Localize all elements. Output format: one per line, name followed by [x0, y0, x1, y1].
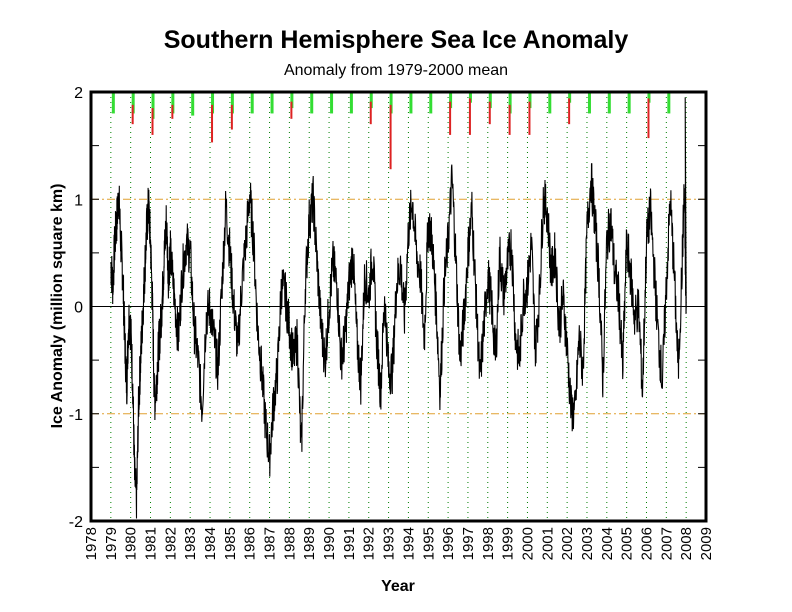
x-tick-label: 1989: [301, 527, 318, 560]
y-tick-label: -1: [69, 407, 83, 424]
marker-green: [607, 92, 611, 114]
marker-green: [627, 92, 631, 114]
x-tick-label: 1999: [500, 527, 517, 560]
x-tick-label: 2001: [539, 527, 556, 560]
y-tick-label: -2: [69, 514, 83, 531]
x-tick-label: 1994: [400, 527, 417, 560]
x-tick-label: 1996: [440, 527, 457, 560]
marker-green: [330, 92, 334, 114]
x-tick-label: 2007: [658, 527, 675, 560]
anomaly-series: [110, 97, 687, 519]
marker-green: [449, 92, 453, 109]
marker-red: [369, 101, 372, 125]
marker-red: [528, 101, 531, 135]
x-tick-label: 2009: [698, 527, 715, 560]
marker-green: [409, 92, 413, 114]
anomaly-line: [110, 97, 687, 519]
marker-green: [191, 92, 195, 116]
reference-lines: [91, 198, 706, 415]
marker-red: [290, 101, 293, 119]
marker-red: [568, 98, 571, 125]
marker-red: [171, 104, 174, 119]
x-axis-ticks: 1978 1979 1980 1981 1982 1983 1984 1985 1986 1987…: [83, 527, 715, 560]
marker-green: [290, 92, 294, 109]
marker-green: [548, 92, 552, 114]
x-tick-label: 1983: [182, 527, 199, 560]
marker-red: [211, 104, 214, 143]
marker-green: [151, 92, 155, 119]
x-tick-label: 1998: [480, 527, 497, 560]
x-tick-label: 2000: [519, 527, 536, 560]
marker-green: [508, 92, 512, 114]
y-axis-ticks: -2 -1 0 1 2: [69, 85, 706, 531]
x-tick-label: 1986: [242, 527, 259, 560]
y-tick-label: 1: [74, 192, 83, 209]
marker-green: [310, 92, 314, 114]
chart-subtitle: Anomaly from 1979-2000 mean: [283, 62, 509, 79]
x-tick-label: 1993: [381, 527, 398, 560]
y-tick-label: 0: [74, 300, 83, 317]
marker-green: [667, 92, 671, 114]
marker-green: [488, 92, 492, 109]
x-tick-label: 1997: [460, 527, 477, 560]
marker-green: [270, 92, 274, 114]
marker-green: [369, 92, 373, 109]
x-tick-label: 2004: [599, 527, 616, 560]
x-tick-label: 1981: [143, 527, 160, 560]
marker-green: [568, 92, 572, 103]
marker-green: [111, 92, 115, 114]
marker-red: [488, 101, 491, 125]
x-tick-label: 1979: [103, 527, 120, 560]
x-tick-label: 2005: [619, 527, 636, 560]
top-markers: [111, 92, 671, 170]
x-tick-label: 1988: [281, 527, 298, 560]
marker-green: [349, 92, 353, 114]
marker-green: [171, 92, 175, 114]
x-tick-label: 1982: [162, 527, 179, 560]
marker-green: [429, 92, 433, 114]
x-tick-label: 1978: [83, 527, 100, 560]
x-tick-label: 1980: [123, 527, 140, 560]
marker-red: [389, 104, 392, 170]
marker-red: [468, 98, 471, 135]
x-tick-label: 2002: [559, 527, 576, 560]
marker-red: [508, 104, 511, 135]
x-tick-label: 1985: [222, 527, 239, 560]
x-tick-label: 1990: [321, 527, 338, 560]
x-axis-label: Year: [381, 578, 415, 595]
x-tick-label: 2003: [579, 527, 596, 560]
marker-red: [131, 104, 134, 125]
marker-green: [250, 92, 254, 114]
x-tick-label: 1987: [262, 527, 279, 560]
x-tick-label: 2006: [638, 527, 655, 560]
marker-red: [151, 108, 154, 135]
x-tick-label: 1984: [202, 527, 219, 560]
marker-red: [449, 101, 452, 135]
marker-green: [131, 92, 135, 114]
x-tick-label: 1992: [361, 527, 378, 560]
marker-green: [230, 92, 234, 114]
x-tick-label: 2008: [678, 527, 695, 560]
marker-green: [528, 92, 532, 109]
x-tick-label: 1995: [420, 527, 437, 560]
marker-red: [230, 104, 233, 130]
marker-green: [647, 92, 651, 103]
marker-green: [389, 92, 393, 114]
marker-green: [211, 92, 215, 114]
marker-red: [647, 98, 650, 139]
marker-green: [468, 92, 472, 103]
x-tick-label: 1991: [341, 527, 358, 560]
chart-title: Southern Hemisphere Sea Ice Anomaly: [163, 26, 629, 54]
y-tick-label: 2: [74, 85, 83, 102]
marker-green: [587, 92, 591, 114]
